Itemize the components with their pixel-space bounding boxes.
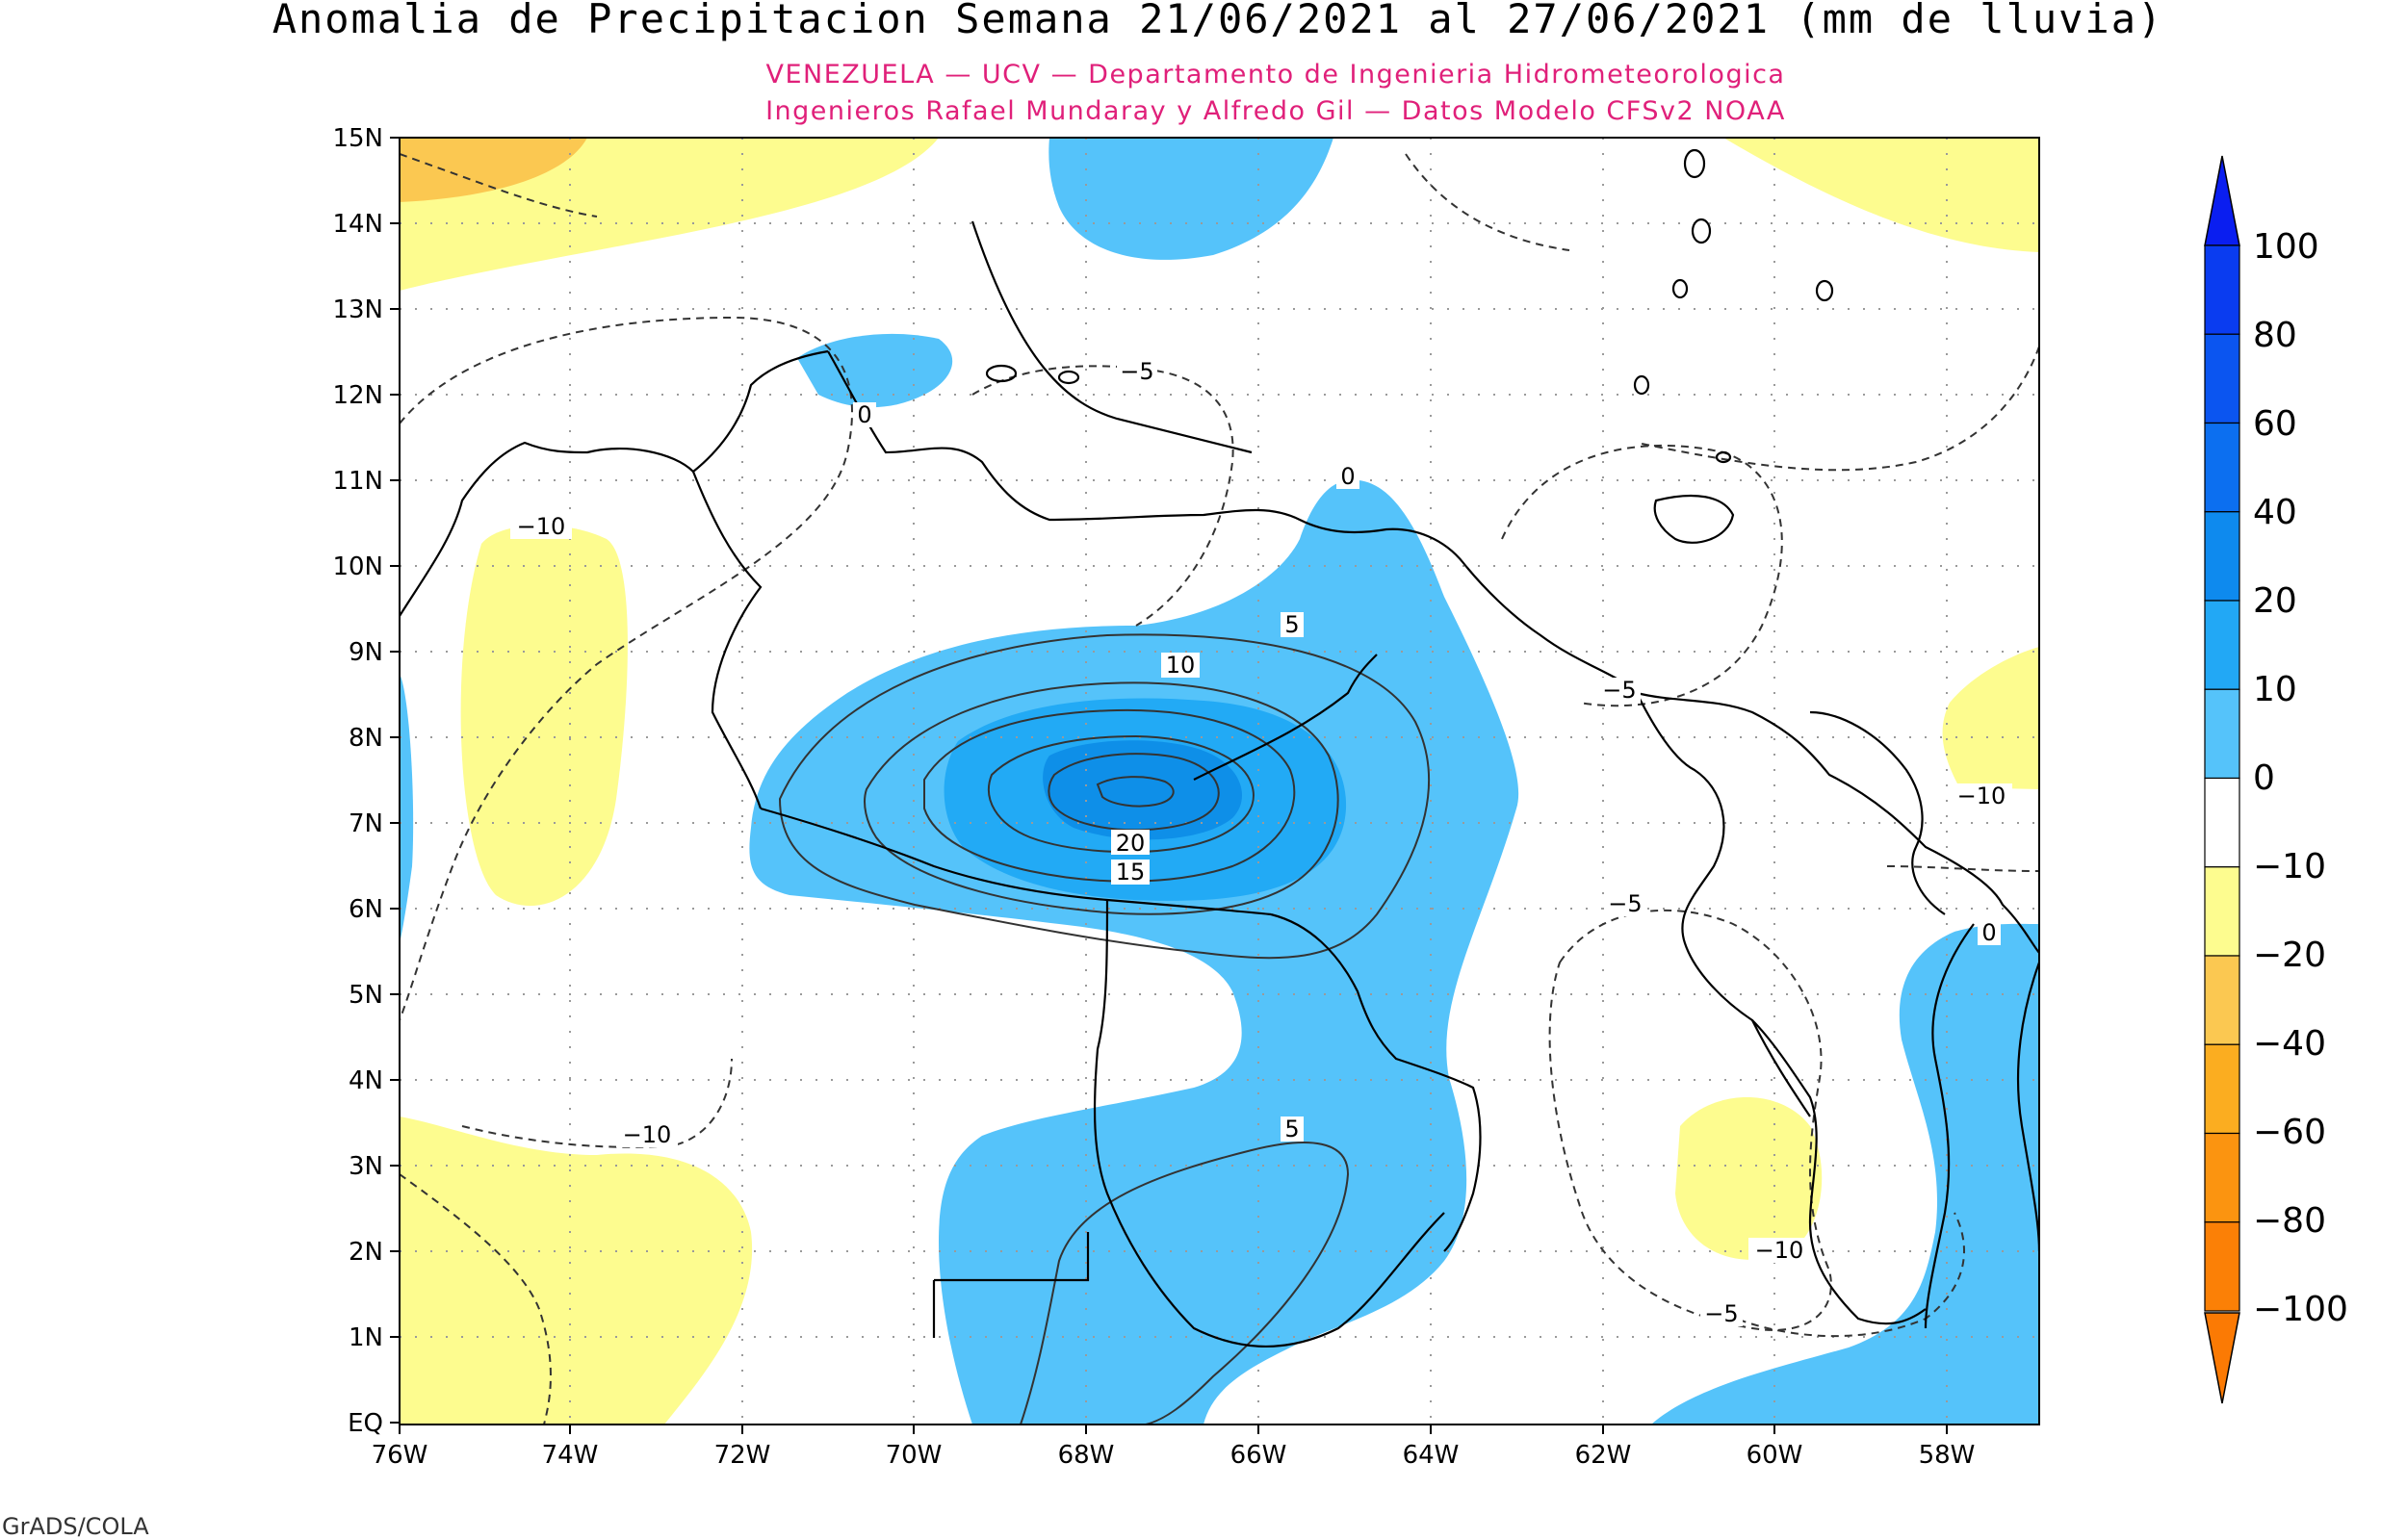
- contour-label: −5: [1704, 1300, 1738, 1327]
- lat-label: 15N: [332, 124, 383, 153]
- contour-label: −5: [1120, 358, 1153, 385]
- neg-area-se: [1675, 1097, 1823, 1260]
- lat-label: 4N: [349, 1066, 383, 1095]
- subtitle-line-1: VENEZUELA — UCV — Departamento de Ingeni…: [766, 60, 1786, 90]
- contour-label: 0: [1340, 463, 1355, 490]
- lat-label: 8N: [349, 724, 383, 753]
- lat-label: 3N: [349, 1152, 383, 1181]
- colorbar-cell: [2204, 600, 2240, 690]
- lat-label: 12N: [332, 381, 383, 410]
- lon-label: 76W: [372, 1441, 428, 1470]
- lat-label: 7N: [349, 809, 383, 838]
- contour-label: 20: [1116, 830, 1146, 857]
- colorbar-cell: [2204, 1043, 2240, 1135]
- lat-label: 10N: [332, 552, 383, 581]
- lat-label: 9N: [349, 638, 383, 667]
- colorbar-bottom-arrow: [2204, 1312, 2240, 1404]
- lat-label: 1N: [349, 1323, 383, 1352]
- neg-area-west: [460, 525, 628, 907]
- lat-label: 2N: [349, 1238, 383, 1267]
- longitude-labels: 76W 74W 72W 70W 68W 66W 64W 62W 60W 58W: [372, 1441, 1976, 1470]
- colorbar-cells: [2204, 244, 2240, 1312]
- map-title: Anomalia de Precipitacion Semana 21/06/2…: [272, 0, 2164, 42]
- contour-lines: [400, 153, 2039, 1424]
- lon-label: 74W: [542, 1441, 599, 1470]
- contour-label: −10: [623, 1121, 672, 1148]
- colorbar-cell: [2204, 777, 2240, 868]
- colorbar-label: 80: [2253, 316, 2297, 355]
- shaded-anomalies: [400, 138, 2039, 1424]
- colorbar-label: 100: [2253, 227, 2319, 267]
- contour-label: −10: [517, 513, 566, 540]
- pos-area-core-40: [1043, 740, 1242, 840]
- colorbar-label: 40: [2253, 493, 2297, 532]
- contour-label: −5: [1602, 677, 1636, 704]
- lon-label: 64W: [1403, 1441, 1460, 1470]
- lat-label: 6N: [349, 895, 383, 924]
- colorbar-label: −80: [2253, 1201, 2326, 1241]
- colorbar-label: 20: [2253, 581, 2297, 621]
- lat-label: 14N: [332, 210, 383, 239]
- colorbar: 100 80 60 40 20 10 0 −10 −20 −40 −60 −80…: [2204, 155, 2348, 1404]
- contour-labels: −5 0 0 −10 5 10 20 15 −5 −10 0 −5 5 −10 …: [510, 358, 2012, 1327]
- lon-label: 72W: [714, 1441, 771, 1470]
- colorbar-cell: [2204, 422, 2240, 513]
- contour-label: −5: [1608, 890, 1642, 917]
- colorbar-label: −100: [2253, 1290, 2348, 1329]
- neg-area-ne: [1723, 138, 2039, 252]
- subtitle-line-2: Ingenieros Rafael Mundaray y Alfredo Gil…: [765, 96, 1786, 126]
- colorbar-label: −60: [2253, 1113, 2326, 1152]
- pos-area-northwest-cape: [797, 333, 953, 408]
- colorbar-label: 60: [2253, 404, 2297, 444]
- map-panel: −5 0 0 −10 5 10 20 15 −5 −10 0 −5 5 −10 …: [399, 137, 2040, 1425]
- contour-label: 0: [1981, 919, 1996, 946]
- lat-label: 11N: [332, 467, 383, 496]
- contour-label: −10: [1755, 1237, 1804, 1264]
- colorbar-top-arrow: [2204, 155, 2240, 246]
- colorbar-label: −40: [2253, 1024, 2326, 1064]
- lat-label: 13N: [332, 295, 383, 324]
- colorbar-labels: 100 80 60 40 20 10 0 −10 −20 −40 −60 −80…: [2253, 227, 2348, 1329]
- coastlines-and-borders: [400, 148, 2039, 1348]
- pos-area-southeast: [1651, 923, 2039, 1424]
- pos-area-north: [1048, 138, 1333, 260]
- colorbar-cell: [2204, 688, 2240, 780]
- latitude-labels: 15N 14N 13N 12N 11N 10N 9N 8N 7N 6N 5N 4…: [332, 124, 383, 1438]
- lon-label: 70W: [886, 1441, 943, 1470]
- contour-label: 5: [1284, 611, 1299, 638]
- colorbar-cell: [2204, 511, 2240, 602]
- neg-area-nw-mid: [400, 138, 587, 202]
- lon-label: 66W: [1230, 1441, 1287, 1470]
- colorbar-label: 0: [2253, 758, 2275, 798]
- colorbar-cell: [2204, 866, 2240, 957]
- colorbar-label: −20: [2253, 936, 2326, 975]
- lon-label: 68W: [1058, 1441, 1115, 1470]
- colorbar-cell: [2204, 244, 2240, 335]
- contour-label: 15: [1116, 859, 1146, 886]
- lat-label: EQ: [348, 1409, 383, 1438]
- contour-label: 10: [1166, 652, 1196, 679]
- contour-label: 5: [1284, 1116, 1299, 1142]
- footer-credit: GrADS/COLA: [2, 1513, 149, 1540]
- colorbar-label: −10: [2253, 847, 2326, 886]
- contour-label: 0: [857, 401, 871, 428]
- axis-ticks: [390, 137, 1948, 1434]
- colorbar-label: 10: [2253, 670, 2297, 709]
- map-frame: [399, 137, 2040, 1425]
- lon-label: 58W: [1919, 1441, 1976, 1470]
- lon-label: 62W: [1575, 1441, 1632, 1470]
- lat-label: 5N: [349, 981, 383, 1010]
- pos-area-west-edge: [400, 674, 414, 943]
- contour-label: −10: [1957, 783, 2006, 809]
- neg-area-sw: [400, 1116, 753, 1424]
- colorbar-cell: [2204, 955, 2240, 1045]
- colorbar-cell: [2204, 1132, 2240, 1223]
- pos-area-central: [749, 479, 1519, 1424]
- neg-area-e: [1942, 647, 2039, 789]
- colorbar-cell: [2204, 333, 2240, 424]
- colorbar-cell: [2204, 1221, 2240, 1312]
- lon-label: 60W: [1747, 1441, 1803, 1470]
